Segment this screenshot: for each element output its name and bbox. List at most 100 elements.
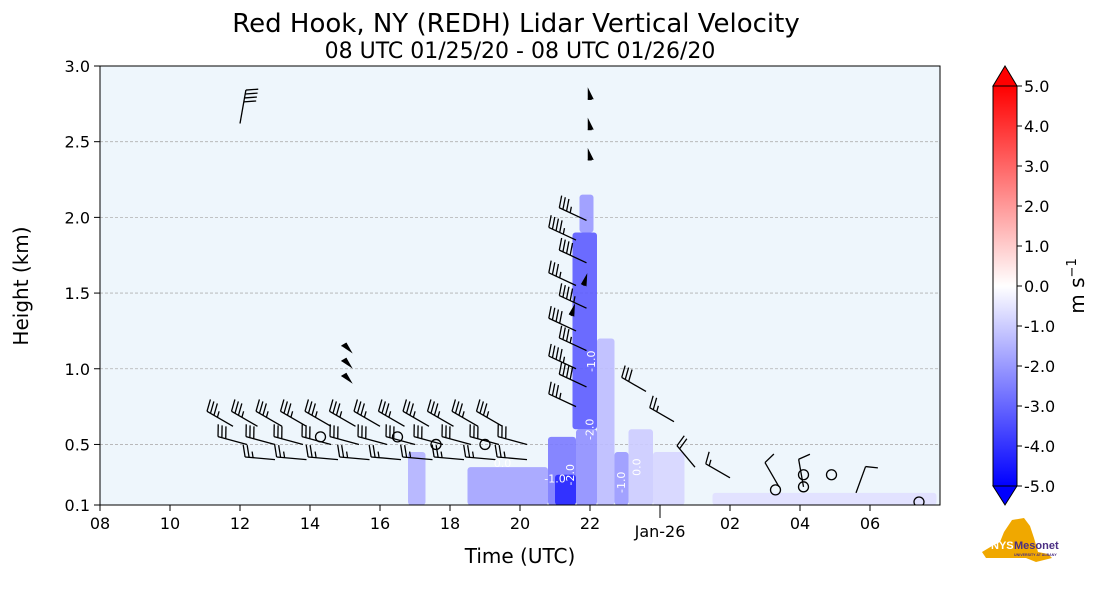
- barb-pennant: [587, 87, 594, 100]
- x-tick-label: 12: [230, 514, 250, 533]
- nys-mesonet-logo: NYS Mesonet UNIVERSITY AT ALBANY: [982, 518, 1059, 562]
- y-tick-label: 0.5: [65, 435, 90, 454]
- barb-pennant: [587, 117, 594, 130]
- barb-flag: [559, 220, 563, 233]
- barb-shaft: [548, 317, 577, 332]
- barb-shaft: [465, 456, 496, 461]
- barb-flag: [562, 284, 566, 298]
- calm-circle: [430, 438, 442, 451]
- wind-barb: [413, 424, 444, 446]
- contour-label: -2.0: [564, 464, 577, 485]
- barb-shaft: [413, 436, 444, 446]
- velocity-cell: [712, 492, 937, 505]
- barb-half-flag: [573, 296, 576, 303]
- barb-flag: [558, 283, 563, 296]
- wind-barb: [451, 399, 479, 427]
- barb-shaft: [239, 89, 247, 124]
- barb-shaft: [255, 410, 283, 427]
- barb-flag: [764, 453, 775, 464]
- contour-label: 0.0: [494, 457, 512, 470]
- barb-half-flag: [437, 411, 441, 418]
- barb-half-flag: [562, 227, 566, 235]
- velocity-cell: [628, 429, 653, 505]
- barb-flag: [458, 403, 463, 416]
- barb-flag: [262, 403, 267, 416]
- barb-pennant: [569, 303, 576, 317]
- wind-barb: [558, 237, 587, 264]
- colorbar-extend-max: [992, 65, 1018, 87]
- logo-subtitle: UNIVERSITY AT ALBANY: [1014, 553, 1057, 557]
- barb-flag: [255, 399, 261, 412]
- wind-barb: [548, 381, 577, 408]
- barb-shaft: [497, 436, 528, 446]
- wind-barb: [587, 147, 594, 161]
- velocity-cell: [555, 474, 576, 505]
- plot-background: [100, 66, 940, 505]
- barb-shaft: [353, 410, 381, 427]
- logo-name: Mesonet: [1014, 540, 1059, 552]
- barb-flag: [551, 383, 556, 396]
- barb-flag: [377, 399, 383, 412]
- y-tick-label: 1.5: [65, 284, 90, 303]
- wind-barb: [400, 444, 433, 461]
- barb-half-flag: [314, 451, 317, 458]
- barb-shaft: [559, 249, 587, 264]
- barb-flag: [409, 403, 414, 416]
- wind-barb: [217, 424, 248, 446]
- barb-flag: [558, 237, 563, 251]
- x-tick-label: 18: [440, 514, 460, 533]
- colorbar-tick-label: -4.0: [1024, 437, 1055, 456]
- colorbar-ticks: 5.0 4.0 3.0 2.0 1.0 0.0 -1.0 -2.0 -3.0 -4.0 -5.0: [1017, 77, 1055, 496]
- barb-half-flag: [656, 405, 660, 412]
- barb-flag: [569, 288, 574, 301]
- wind-barb: [255, 399, 283, 427]
- barb-half-flag: [265, 411, 269, 418]
- wind-barb: [431, 444, 465, 461]
- wind-barb: [649, 395, 675, 423]
- barb-flag: [865, 465, 878, 469]
- x-tick-label: 04: [790, 514, 810, 533]
- barb-shaft: [548, 272, 577, 287]
- barb-half-flag: [562, 356, 566, 363]
- barb-flag: [405, 401, 411, 414]
- barb-pennant: [581, 273, 588, 287]
- wind-barb: [341, 372, 353, 384]
- barb-flag: [555, 263, 560, 277]
- wind-barb: [273, 424, 304, 446]
- wind-barb: [587, 117, 594, 131]
- colorbar-gradient: [992, 85, 1018, 487]
- x-tick-label: 02: [720, 514, 740, 533]
- barb-half-flag: [290, 411, 294, 418]
- calm-circle: [797, 469, 810, 481]
- barb-shaft: [357, 436, 388, 446]
- wind-barb: [329, 424, 360, 446]
- barb-shaft: [548, 393, 577, 408]
- barb-half-flag: [314, 411, 318, 418]
- barb-flag: [304, 399, 310, 412]
- barb-flag: [311, 403, 316, 416]
- barb-shaft: [559, 207, 587, 221]
- wind-barb: [402, 399, 430, 427]
- wind-barb: [568, 303, 576, 317]
- barb-shaft: [548, 226, 577, 241]
- calm-circle: [314, 431, 327, 443]
- barb-pennant: [341, 358, 353, 369]
- colorbar-tick-label: 3.0: [1024, 157, 1049, 176]
- chart-subtitle: 08 UTC 01/25/20 - 08 UTC 01/26/20: [325, 39, 716, 64]
- barb-flag: [475, 399, 481, 412]
- barb-shaft: [676, 445, 696, 468]
- wind-barb: [705, 451, 731, 479]
- velocity-cell: [467, 467, 548, 505]
- barb-shaft: [402, 456, 433, 461]
- barb-flag: [353, 399, 359, 412]
- barb-shaft: [273, 436, 304, 446]
- barb-flag: [245, 88, 259, 91]
- contour-label: 0.0: [631, 458, 644, 476]
- y-axis-ticks: 0.1 0.5 1.0 1.5 2.0 2.5 3.0: [65, 57, 100, 515]
- barb-flag: [258, 401, 264, 414]
- barb-flag: [555, 347, 560, 360]
- wind-barb: [475, 399, 503, 427]
- barb-flag: [558, 361, 563, 375]
- colorbar-tick-label: 2.0: [1024, 197, 1049, 216]
